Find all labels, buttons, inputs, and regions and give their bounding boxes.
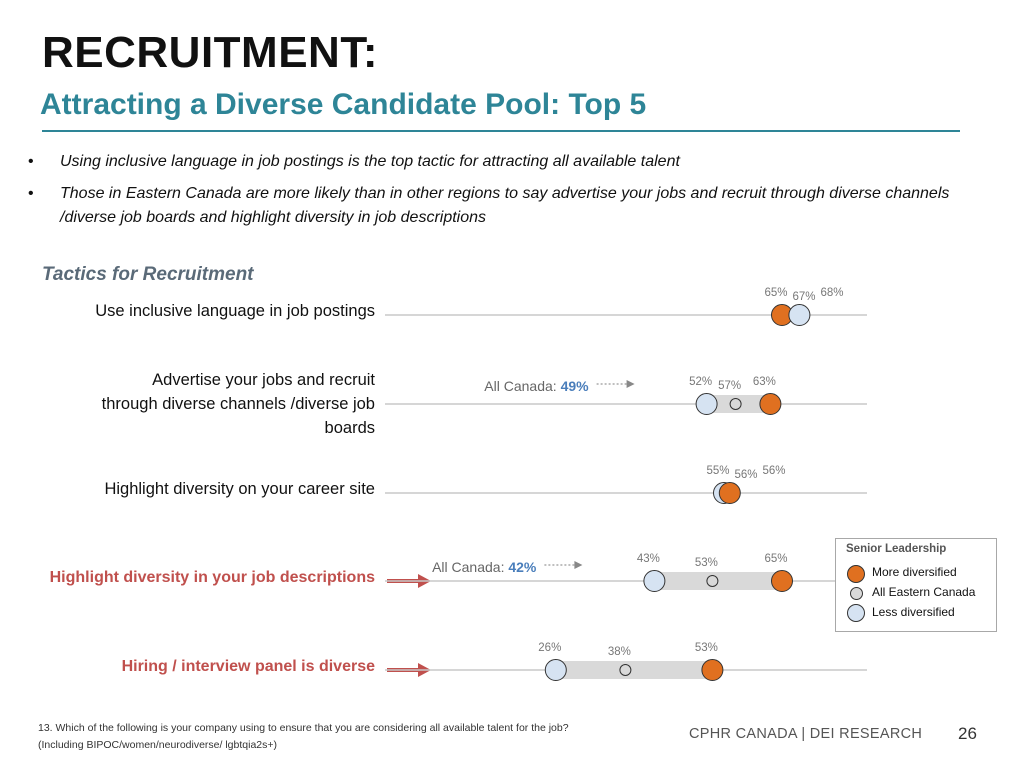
footnote: 13. Which of the following is your compa… (38, 720, 569, 754)
more-value-label: 65% (764, 553, 787, 565)
bullet-item: • Using inclusive language in job postin… (28, 150, 988, 174)
less-value-label: 43% (637, 553, 660, 565)
less-diversified-dot (695, 393, 718, 415)
more-value-label: 63% (753, 376, 776, 388)
less-diversified-dot (544, 659, 567, 681)
bullet-item: • Those in Eastern Canada are more likel… (28, 182, 988, 230)
title-divider (42, 130, 960, 132)
legend-swatch-all (850, 587, 863, 600)
all-value-label: 53% (695, 557, 718, 569)
legend-label-all: All Eastern Canada (872, 585, 976, 599)
page-title: RECRUITMENT: (42, 28, 378, 77)
less-value-label: 52% (689, 376, 712, 388)
category-label: Highlight diversity on your career site (104, 480, 375, 498)
bullet-text: Using inclusive language in job postings… (60, 153, 680, 170)
more-value-label: 65% (764, 287, 787, 299)
bullet-list: • Using inclusive language in job postin… (28, 150, 988, 238)
more-diversified-dot (718, 482, 741, 504)
all-canada-label: All Canada: 49% (484, 378, 589, 394)
legend-title: Senior Leadership (846, 543, 947, 555)
all-canada-value: 49% (561, 378, 590, 394)
all-canada-arrowhead (574, 561, 583, 569)
all-value-label: 67% (792, 291, 815, 303)
category-label: through diverse channels /diverse job (102, 395, 375, 413)
category-label: boards (325, 419, 375, 437)
more-diversified-dot (771, 570, 793, 592)
all-eastern-canada-dot (706, 575, 719, 587)
category-label: Hiring / interview panel is diverse (122, 658, 376, 675)
chart-legend: Senior Leadership More diversified All E… (835, 538, 997, 632)
more-value-label: 56% (762, 465, 785, 477)
more-value-label: 53% (695, 642, 718, 654)
all-value-label: 56% (734, 469, 757, 481)
more-diversified-dot (759, 393, 782, 415)
bullet-marker: • (28, 153, 34, 170)
less-value-label: 26% (538, 642, 561, 654)
all-value-label: 57% (718, 380, 741, 392)
all-canada-label: All Canada: 42% (432, 559, 537, 575)
legend-swatch-less (847, 604, 865, 622)
page-subtitle: Attracting a Diverse Candidate Pool: Top… (40, 88, 647, 121)
range-bar (555, 661, 713, 679)
chart-section-label: Tactics for Recruitment (42, 264, 254, 285)
all-value-label: 38% (608, 646, 631, 658)
legend-label-more: More diversified (872, 565, 957, 579)
category-label: Highlight diversity in your job descript… (50, 569, 375, 586)
brand-footer: CPHR CANADA | DEI RESEARCH (689, 726, 923, 742)
less-value-label: 68% (820, 287, 843, 299)
less-value-label: 55% (706, 465, 729, 477)
legend-swatch-more (847, 565, 865, 583)
category-label: Use inclusive language in job postings (95, 302, 375, 320)
less-diversified-dot (643, 570, 666, 592)
bullet-marker: • (28, 185, 34, 202)
page-number: 26 (958, 724, 977, 743)
all-canada-value: 42% (508, 559, 537, 575)
all-canada-arrowhead (626, 380, 635, 388)
all-eastern-canada-dot (729, 398, 742, 410)
footnote-line: (Including BIPOC/women/neurodiverse/ lgb… (38, 739, 277, 751)
more-diversified-dot (701, 659, 724, 681)
legend-label-less: Less diversified (872, 605, 955, 619)
all-eastern-canada-dot (619, 664, 632, 676)
less-diversified-dot (788, 304, 811, 326)
category-label: Advertise your jobs and recruit (152, 371, 375, 389)
bullet-text: Those in Eastern Canada are more likely … (60, 185, 950, 226)
footnote-line: 13. Which of the following is your compa… (38, 722, 569, 734)
